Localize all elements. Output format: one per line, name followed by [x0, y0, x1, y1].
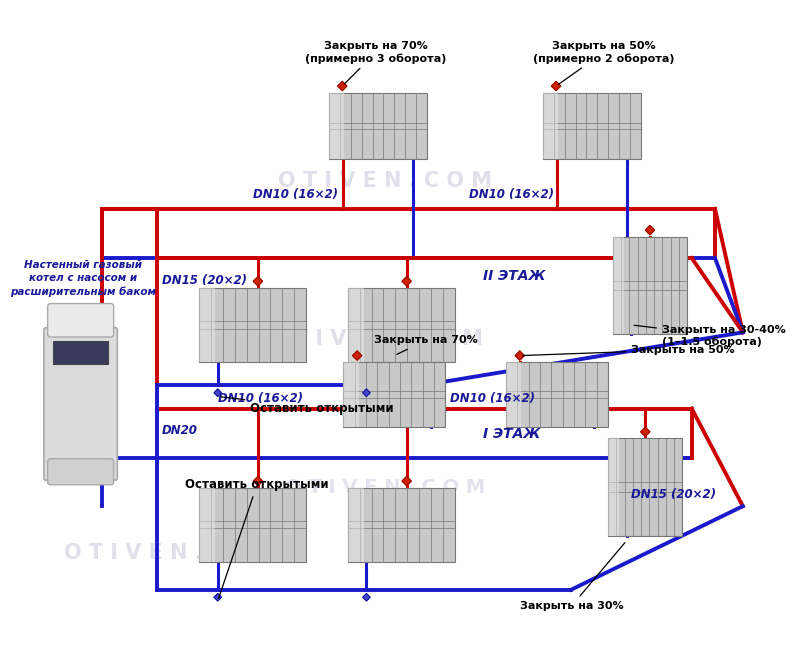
Bar: [54, 341, 108, 364]
Polygon shape: [214, 594, 222, 601]
Text: Закрыть на 50%
(примерно 2 оборота): Закрыть на 50% (примерно 2 оборота): [533, 41, 674, 84]
Bar: [348, 487, 454, 562]
Polygon shape: [362, 594, 370, 601]
Bar: [343, 362, 358, 427]
Bar: [343, 362, 446, 427]
Bar: [613, 237, 624, 334]
Bar: [613, 237, 687, 334]
Text: DN10 (16×2): DN10 (16×2): [469, 189, 554, 202]
Polygon shape: [402, 476, 411, 486]
Polygon shape: [254, 277, 262, 286]
Text: DN10 (16×2): DN10 (16×2): [253, 189, 338, 202]
Bar: [608, 438, 619, 536]
Polygon shape: [353, 351, 362, 360]
Bar: [506, 362, 608, 427]
Text: I ЭТАЖ: I ЭТАЖ: [482, 427, 540, 441]
Polygon shape: [402, 277, 411, 286]
FancyBboxPatch shape: [48, 303, 114, 337]
Text: DN10 (16×2): DN10 (16×2): [450, 392, 535, 405]
Text: DN20: DN20: [162, 424, 198, 437]
Bar: [348, 288, 364, 362]
Text: O T I V E N . C O M: O T I V E N . C O M: [285, 478, 485, 497]
Bar: [543, 93, 641, 159]
Text: DN15 (20×2): DN15 (20×2): [631, 487, 716, 500]
Bar: [330, 93, 427, 159]
Text: Оставить открытыми: Оставить открытыми: [185, 478, 329, 598]
Text: Закрыть на 70%
(примерно 3 оборота): Закрыть на 70% (примерно 3 оборота): [305, 41, 446, 84]
Bar: [543, 93, 558, 159]
Text: DN10 (16×2): DN10 (16×2): [218, 392, 302, 405]
Text: Закрыть на 30-40%
(1–1.5 оборота): Закрыть на 30-40% (1–1.5 оборота): [634, 325, 786, 347]
Bar: [199, 487, 306, 562]
Text: O T I V E N . C O M: O T I V E N . C O M: [269, 329, 482, 349]
FancyBboxPatch shape: [44, 328, 118, 480]
Polygon shape: [362, 389, 370, 397]
Bar: [199, 487, 215, 562]
Bar: [330, 93, 344, 159]
Text: Оставить открытыми: Оставить открытыми: [221, 397, 394, 415]
Polygon shape: [646, 226, 654, 235]
Bar: [199, 288, 306, 362]
Bar: [506, 362, 521, 427]
Bar: [348, 487, 364, 562]
Polygon shape: [641, 427, 650, 437]
Bar: [199, 288, 215, 362]
Polygon shape: [551, 82, 561, 91]
Polygon shape: [254, 476, 262, 486]
Text: DN15 (20×2): DN15 (20×2): [162, 274, 247, 287]
Bar: [348, 288, 454, 362]
Polygon shape: [214, 389, 222, 397]
Text: O T I V E N . C O M: O T I V E N . C O M: [278, 171, 492, 191]
Text: Закрыть на 70%: Закрыть на 70%: [374, 336, 478, 354]
Polygon shape: [515, 351, 525, 360]
Polygon shape: [338, 82, 347, 91]
Text: O T I V E N . C O M: O T I V E N . C O M: [64, 542, 278, 562]
Bar: [608, 438, 682, 536]
FancyBboxPatch shape: [48, 459, 114, 485]
Text: Настенный газовый
котел с насосом и
расширительным баком: Настенный газовый котел с насосом и расш…: [10, 260, 156, 297]
Text: II ЭТАЖ: II ЭТАЖ: [482, 269, 545, 283]
Text: Закрыть на 50%: Закрыть на 50%: [522, 345, 735, 356]
Text: Закрыть на 30%: Закрыть на 30%: [520, 542, 625, 611]
